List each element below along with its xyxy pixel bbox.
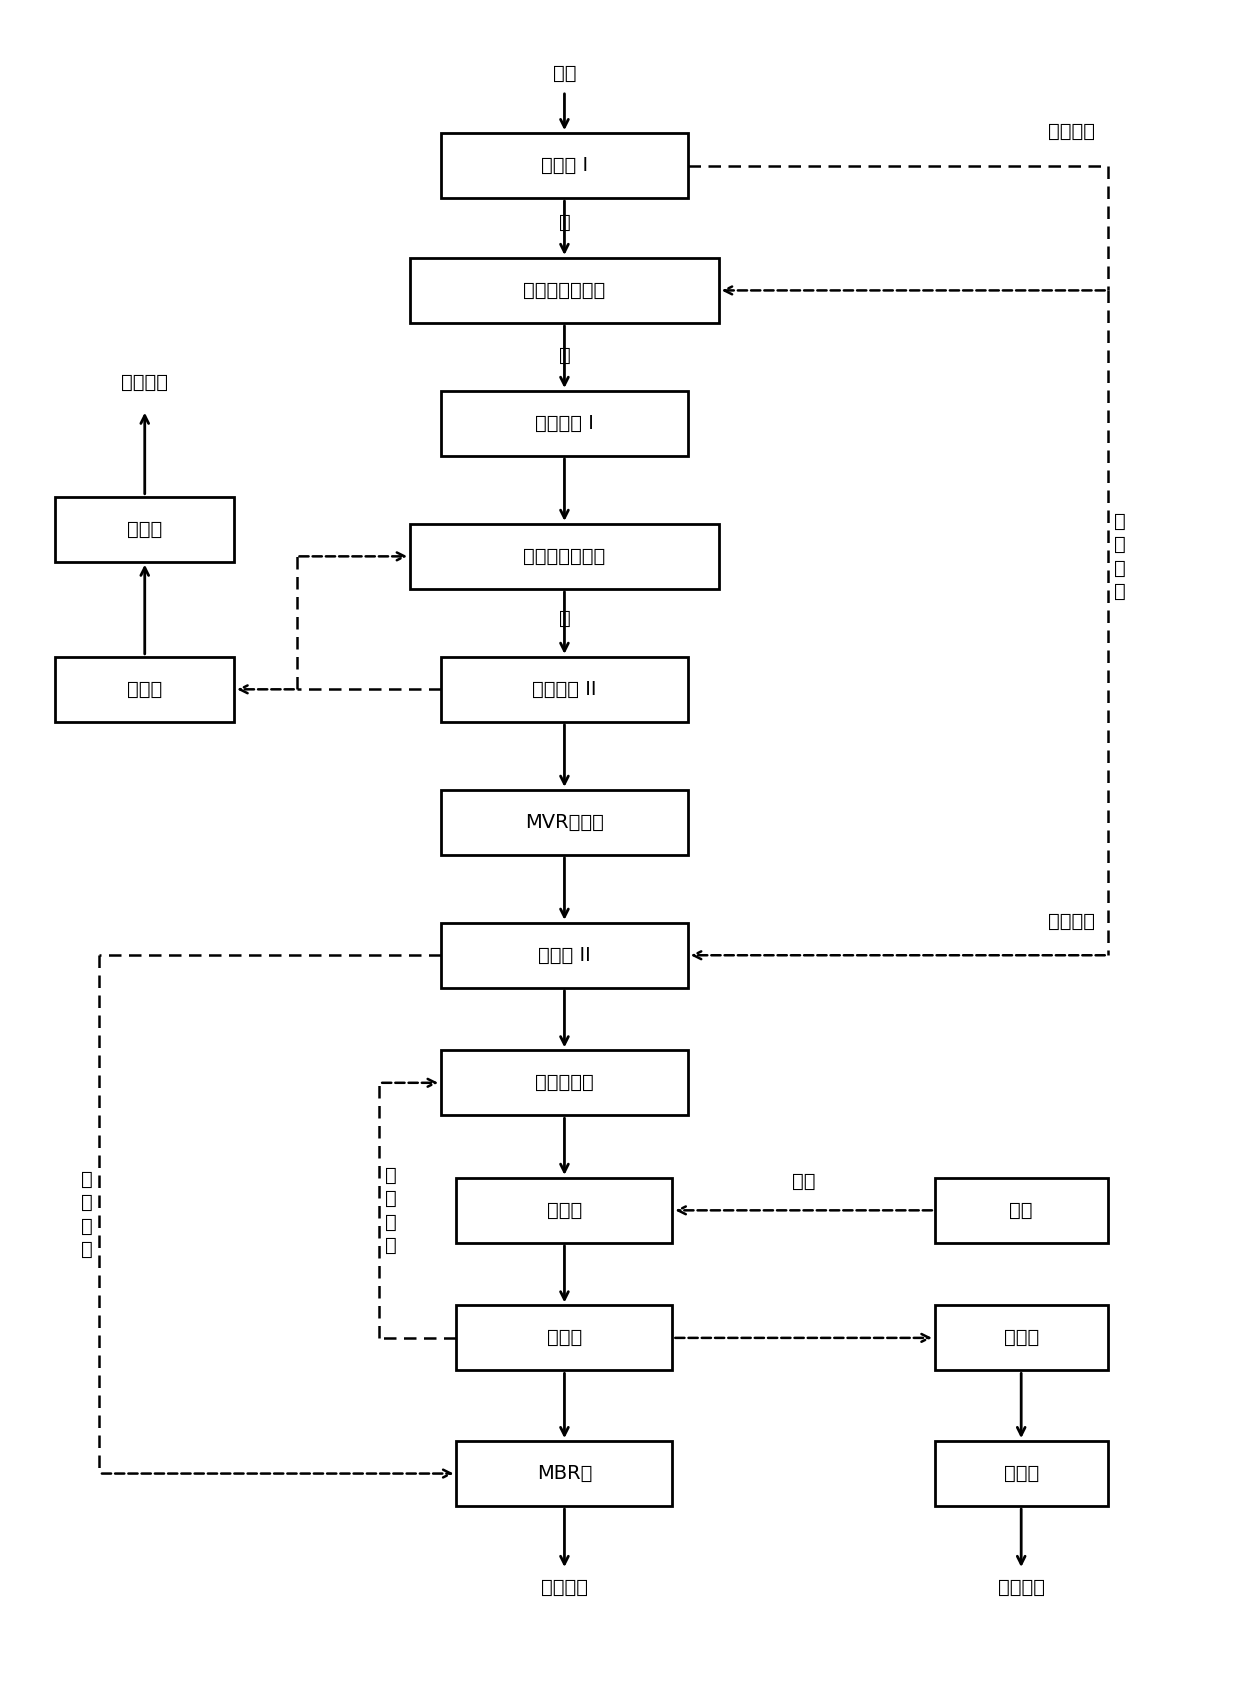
Text: 调节池 II: 调节池 II: [538, 945, 590, 966]
Text: 泵: 泵: [558, 609, 570, 628]
Bar: [456, 1442, 672, 1506]
Bar: [410, 258, 719, 322]
Text: 污泥外运: 污泥外运: [122, 373, 169, 392]
Text: 污泥池: 污泥池: [128, 680, 162, 699]
Text: 水解酸化池: 水解酸化池: [536, 1074, 594, 1092]
Text: 沉淀池: 沉淀池: [547, 1328, 582, 1347]
Bar: [441, 392, 688, 456]
Bar: [56, 496, 234, 562]
Bar: [410, 523, 719, 589]
Text: 好氧池: 好氧池: [547, 1200, 582, 1220]
Text: 泵: 泵: [558, 346, 570, 365]
Text: 曝气: 曝气: [792, 1173, 816, 1192]
Text: 污泥外运: 污泥外运: [998, 1578, 1044, 1597]
Bar: [56, 657, 234, 722]
Text: MVR蒸发器: MVR蒸发器: [525, 814, 604, 832]
Text: 调节池 I: 调节池 I: [541, 155, 588, 176]
Text: 浓
液
回
流: 浓 液 回 流: [81, 1170, 93, 1259]
Bar: [456, 1178, 672, 1242]
Text: 叠螺机: 叠螺机: [128, 520, 162, 538]
Text: 废水: 废水: [553, 64, 577, 83]
Text: 出水排放: 出水排放: [541, 1578, 588, 1597]
Text: 污泥池: 污泥池: [1003, 1328, 1039, 1347]
Bar: [441, 1050, 688, 1116]
Bar: [935, 1442, 1107, 1506]
Bar: [441, 923, 688, 987]
Text: 浓
液
回
流: 浓 液 回 流: [1114, 511, 1126, 601]
Bar: [441, 790, 688, 854]
Bar: [935, 1305, 1107, 1371]
Bar: [456, 1305, 672, 1371]
Bar: [441, 133, 688, 197]
Text: 曝气搅拌: 曝气搅拌: [1048, 912, 1095, 930]
Text: 二级芬顿反应器: 二级芬顿反应器: [523, 547, 605, 565]
Text: 污
泥
回
流: 污 泥 回 流: [386, 1166, 397, 1256]
Text: 曝气搅拌: 曝气搅拌: [1048, 122, 1095, 142]
Text: 中间水池 I: 中间水池 I: [534, 414, 594, 432]
Text: 一级芬顿反应器: 一级芬顿反应器: [523, 280, 605, 300]
Text: 风机: 风机: [1009, 1200, 1033, 1220]
Bar: [441, 657, 688, 722]
Text: 泵: 泵: [558, 213, 570, 231]
Bar: [935, 1178, 1107, 1242]
Text: 中间水池 II: 中间水池 II: [532, 680, 596, 699]
Text: 叠螺机: 叠螺机: [1003, 1463, 1039, 1484]
Text: MBR池: MBR池: [537, 1463, 593, 1484]
